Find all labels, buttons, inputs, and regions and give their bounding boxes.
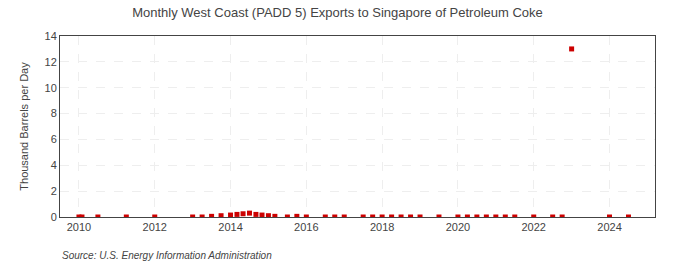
svg-text:8: 8: [51, 107, 57, 119]
svg-text:2: 2: [51, 185, 57, 197]
svg-text:14: 14: [45, 30, 57, 42]
svg-text:2010: 2010: [67, 221, 91, 233]
svg-text:12: 12: [45, 56, 57, 68]
svg-text:2018: 2018: [370, 221, 394, 233]
svg-text:2022: 2022: [521, 221, 545, 233]
svg-text:4: 4: [51, 159, 57, 171]
svg-text:6: 6: [51, 133, 57, 145]
svg-text:Thousand Barrels per Day: Thousand Barrels per Day: [18, 62, 30, 191]
svg-text:10: 10: [45, 82, 57, 94]
svg-text:Monthly West Coast (PADD 5) Ex: Monthly West Coast (PADD 5) Exports to S…: [132, 5, 543, 20]
svg-text:2024: 2024: [597, 221, 621, 233]
svg-text:2020: 2020: [446, 221, 470, 233]
svg-text:2014: 2014: [218, 221, 242, 233]
svg-text:0: 0: [51, 211, 57, 223]
svg-text:2012: 2012: [143, 221, 167, 233]
svg-text:Source: U.S. Energy Informatio: Source: U.S. Energy Information Administ…: [62, 250, 272, 261]
svg-text:2016: 2016: [294, 221, 318, 233]
